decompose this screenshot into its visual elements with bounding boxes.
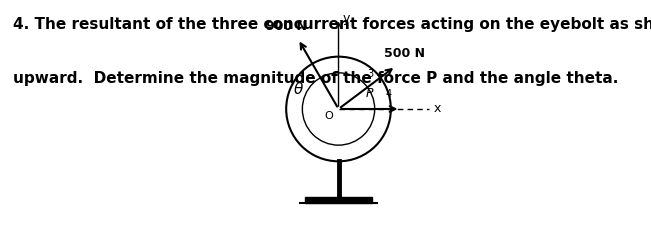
Text: 500 N: 500 N [383, 46, 424, 59]
Text: x: x [434, 102, 441, 115]
Text: 3: 3 [367, 68, 373, 78]
Text: θ: θ [294, 82, 303, 97]
Bar [305, 197, 372, 203]
Text: y: y [342, 12, 350, 25]
Text: O: O [325, 111, 333, 121]
Text: 4. The resultant of the three concurrent forces acting on the eyebolt as shown  : 4. The resultant of the three concurrent… [13, 17, 651, 32]
Text: P: P [366, 87, 373, 100]
Text: upward.  Determine the magnitude of the force P and the angle theta.: upward. Determine the magnitude of the f… [13, 71, 618, 86]
Text: 900 N: 900 N [266, 20, 307, 33]
Text: 4: 4 [386, 90, 392, 100]
